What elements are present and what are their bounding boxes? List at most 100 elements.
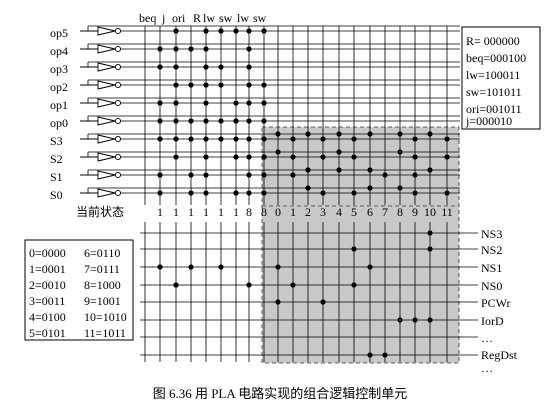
inverter-bubble-icon [114,81,122,89]
connection-dot [188,190,194,196]
connection-dot [261,172,267,178]
connection-dot [203,64,209,70]
connection-dot [157,118,163,124]
pla-grid [80,25,478,362]
connection-dot [173,46,179,52]
output-label-ns1: NS1 [481,261,502,275]
connection-dot [218,264,224,270]
connection-dot [320,154,326,160]
connection-dot [351,136,357,142]
opcode-r: R= 000000 [466,34,520,48]
connection-dot [218,118,224,124]
inverter-bubble-icon [114,153,122,161]
connection-dot [188,46,194,52]
inverter-bubble-icon [114,189,122,197]
connection-dot [233,136,239,142]
connection-dot [367,131,373,137]
connection-dot [351,154,357,160]
opcode-ori: ori=001011 [466,102,522,116]
col-header-j: j [161,11,165,25]
state-code-6: 6=0110 [84,246,120,260]
connection-dot [233,118,239,124]
connection-dot [246,82,252,88]
connection-dot [427,317,433,323]
connection-dot [351,246,357,252]
opcode-beq: beq=000100 [466,51,526,65]
state-val-17: 9 [412,205,418,219]
connection-dot [275,264,281,270]
connection-dot [188,136,194,142]
connection-dot [261,28,267,34]
connection-dot [246,154,252,160]
connection-dot [173,282,179,288]
state-code-box [24,239,134,341]
connection-dot [233,154,239,160]
figure-caption: 图 6.36 用 PLA 电路实现的组合逻辑控制单元 [153,386,408,401]
inverter-icon [97,44,116,54]
connection-dot [397,131,403,137]
connection-dot [203,28,209,34]
connection-dot [351,282,357,288]
connection-dot [427,246,433,252]
connection-dot [290,154,296,160]
state-code-5: 5=0101 [29,326,66,340]
input-label-op4: op4 [50,44,68,58]
connection-dot [275,299,281,305]
connection-dot [305,167,311,173]
connection-dot [203,118,209,124]
state-code-1: 1=0001 [29,262,66,276]
connection-dot [203,172,209,178]
connection-dot [218,28,224,34]
connection-dot [290,136,296,142]
inverter-bubble-icon [114,135,122,143]
connection-dot [427,167,433,173]
connection-dot [367,167,373,173]
connection-dot [305,131,311,137]
state-val-12: 4 [336,205,342,219]
connection-dot [246,28,252,34]
input-label-s0: S0 [50,188,63,202]
state-val-5: 1 [233,205,239,219]
connection-dot [275,131,281,137]
state-val-4: 1 [218,205,224,219]
output-label-ns0: NS0 [481,279,502,293]
col-header-sw-1: sw [219,11,233,25]
state-val-3: 1 [203,205,209,219]
connection-dot [367,264,373,270]
output-label-ellipsis-1: … [481,331,493,345]
state-val-16: 8 [397,205,403,219]
connection-dot [320,190,326,196]
connection-dot [173,100,179,106]
connection-dot [157,46,163,52]
connection-dot [336,167,342,173]
state-val-9: 1 [290,205,296,219]
state-code-10: 10=1010 [84,310,127,324]
input-label-op5: op5 [50,26,68,40]
connection-dot [233,190,239,196]
connection-dot [203,82,209,88]
output-label-iord: IorD [481,314,504,328]
input-label-s3: S3 [50,134,63,148]
col-header-beq: beq [139,11,156,25]
connection-dot [246,118,252,124]
input-label-op2: op2 [50,80,68,94]
state-code-8: 8=1000 [84,278,121,292]
state-code-7: 7=0111 [84,262,120,276]
state-val-10: 2 [305,205,311,219]
opcode-sw: sw=101011 [466,85,522,99]
connection-dot [203,100,209,106]
connection-dot [351,190,357,196]
connection-dot [412,172,418,178]
connection-dot [246,64,252,70]
connection-dot [188,82,194,88]
inverter-bubble-icon [114,171,122,179]
output-label-ns2: NS2 [481,243,502,257]
inverter-icon [97,62,116,72]
opcode-j: j=000010 [465,114,512,128]
inverter-icon [97,80,116,90]
connection-dot [203,136,209,142]
connection-dot [233,100,239,106]
state-val-0: 1 [157,205,163,219]
connection-dot [246,136,252,142]
connection-dot [382,172,388,178]
